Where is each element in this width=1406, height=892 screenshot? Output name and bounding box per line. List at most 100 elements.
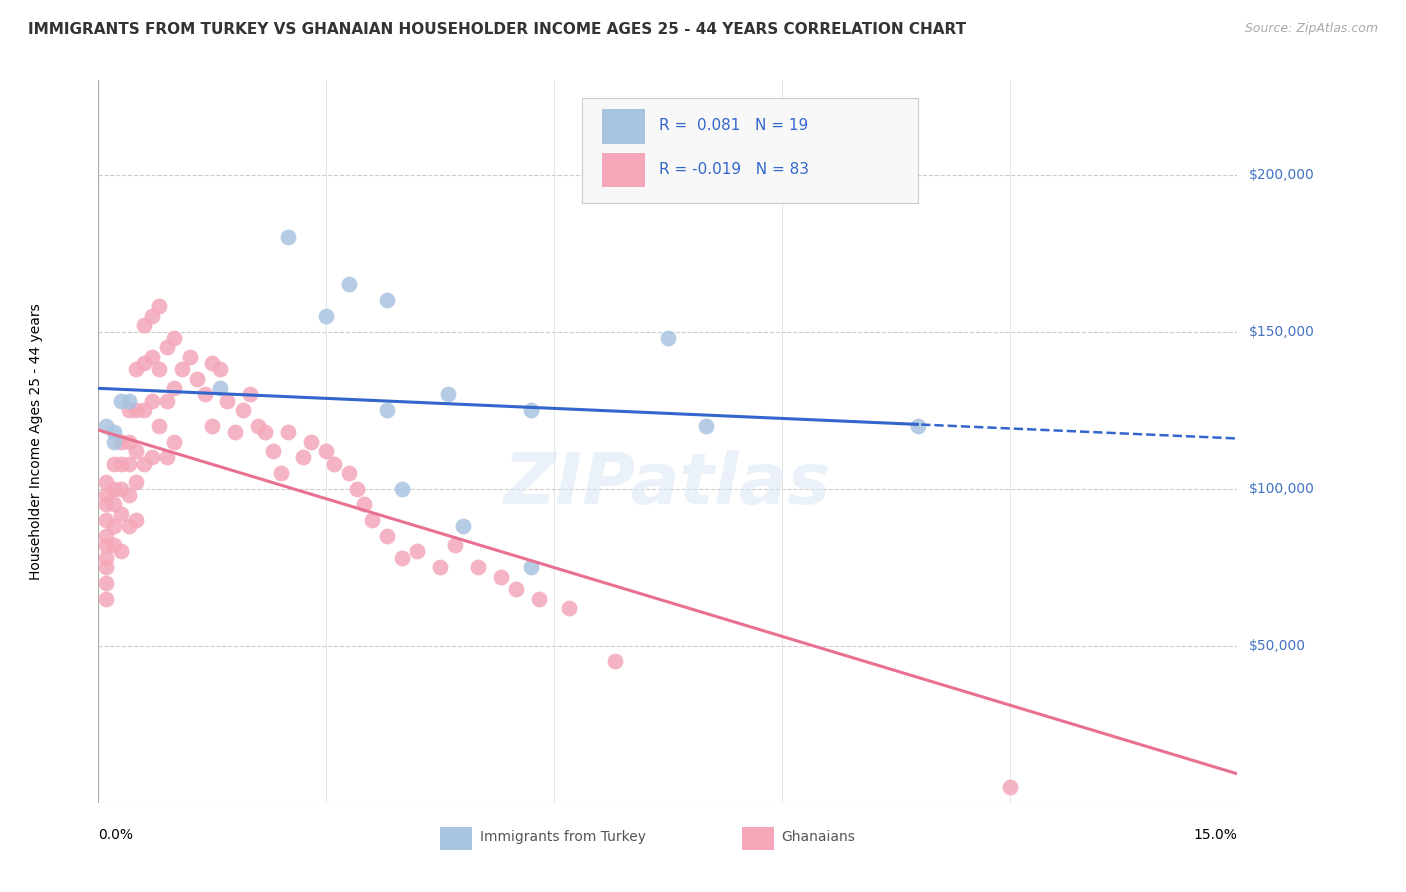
Point <box>118 519 141 533</box>
Text: Householder Income Ages 25 - 44 years: Householder Income Ages 25 - 44 years <box>30 303 44 580</box>
Text: Source: ZipAtlas.com: Source: ZipAtlas.com <box>1244 22 1378 36</box>
Point <box>695 418 717 433</box>
Point <box>148 362 170 376</box>
Text: $50,000: $50,000 <box>1249 639 1305 653</box>
Point <box>254 425 277 439</box>
Point <box>141 450 163 465</box>
Point <box>224 425 246 439</box>
Point <box>110 482 132 496</box>
Bar <box>602 109 645 144</box>
Point <box>186 372 208 386</box>
Point <box>94 513 117 527</box>
Point <box>103 425 125 439</box>
Point <box>360 513 382 527</box>
Point <box>148 418 170 433</box>
Point <box>103 434 125 449</box>
Bar <box>440 827 472 850</box>
Point <box>141 350 163 364</box>
Point <box>118 403 141 417</box>
Point <box>148 300 170 314</box>
Point <box>429 560 451 574</box>
Point <box>520 560 543 574</box>
Point <box>103 482 125 496</box>
Point <box>94 475 117 490</box>
Text: IMMIGRANTS FROM TURKEY VS GHANAIAN HOUSEHOLDER INCOME AGES 25 - 44 YEARS CORRELA: IMMIGRANTS FROM TURKEY VS GHANAIAN HOUSE… <box>28 22 966 37</box>
Bar <box>742 827 773 850</box>
Point <box>907 418 929 433</box>
Point <box>277 230 299 244</box>
Point <box>141 393 163 408</box>
Point <box>125 444 148 458</box>
Point <box>489 569 512 583</box>
Point <box>337 277 360 292</box>
Point <box>110 393 132 408</box>
Point <box>194 387 217 401</box>
Point <box>299 434 322 449</box>
Point <box>103 538 125 552</box>
Point <box>558 601 581 615</box>
Point <box>125 513 148 527</box>
Point <box>94 560 117 574</box>
Point <box>132 457 155 471</box>
Point <box>375 293 398 308</box>
Point <box>232 403 254 417</box>
Point <box>170 362 193 376</box>
Point <box>315 444 337 458</box>
Point <box>375 529 398 543</box>
Point <box>94 591 117 606</box>
Point <box>505 582 527 597</box>
Point <box>141 309 163 323</box>
Point <box>125 362 148 376</box>
Point <box>337 466 360 480</box>
Text: $200,000: $200,000 <box>1249 168 1315 181</box>
Point <box>277 425 299 439</box>
Point <box>179 350 201 364</box>
Point <box>94 550 117 565</box>
Point <box>201 356 224 370</box>
Point <box>208 362 231 376</box>
Point <box>156 340 179 354</box>
Point <box>110 544 132 558</box>
Text: Immigrants from Turkey: Immigrants from Turkey <box>479 830 645 845</box>
Point <box>163 381 186 395</box>
Point <box>998 780 1021 794</box>
Point <box>353 497 375 511</box>
Point <box>467 560 489 574</box>
Point <box>156 393 179 408</box>
Point <box>163 434 186 449</box>
Point <box>391 550 413 565</box>
Point <box>346 482 368 496</box>
Point <box>156 450 179 465</box>
Point <box>118 393 141 408</box>
Point <box>132 356 155 370</box>
Text: ZIPatlas: ZIPatlas <box>505 450 831 519</box>
Point <box>110 434 132 449</box>
Point <box>391 482 413 496</box>
Text: R = -0.019   N = 83: R = -0.019 N = 83 <box>659 161 808 177</box>
Point <box>94 488 117 502</box>
Point <box>262 444 284 458</box>
Point <box>217 393 239 408</box>
Point <box>118 488 141 502</box>
Point <box>110 507 132 521</box>
Point <box>406 544 429 558</box>
Text: $100,000: $100,000 <box>1249 482 1315 496</box>
Point <box>292 450 315 465</box>
Point <box>118 457 141 471</box>
Point <box>315 309 337 323</box>
Point <box>657 331 679 345</box>
Point <box>527 591 550 606</box>
Point <box>163 331 186 345</box>
Point <box>444 538 467 552</box>
Point <box>132 318 155 333</box>
Point <box>201 418 224 433</box>
Bar <box>602 153 645 187</box>
Point <box>94 529 117 543</box>
Text: R =  0.081   N = 19: R = 0.081 N = 19 <box>659 119 808 133</box>
Point <box>246 418 269 433</box>
Text: 0.0%: 0.0% <box>98 828 134 842</box>
Point <box>451 519 474 533</box>
Text: 15.0%: 15.0% <box>1194 828 1237 842</box>
Point <box>436 387 458 401</box>
Point <box>94 575 117 590</box>
